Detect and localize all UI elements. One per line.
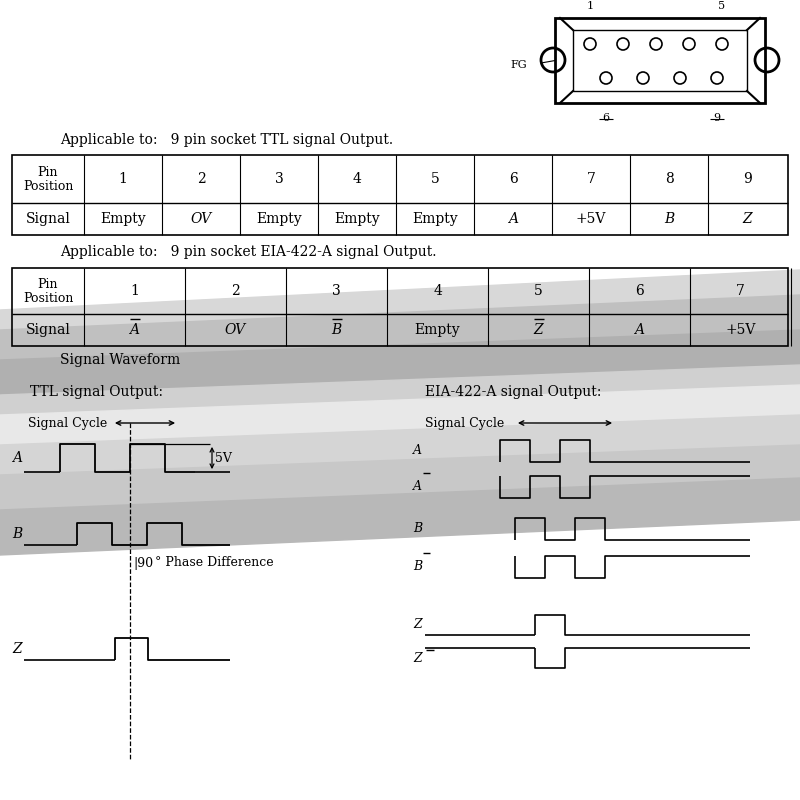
Text: Signal Waveform: Signal Waveform <box>60 353 180 367</box>
Text: A: A <box>634 323 645 337</box>
Text: 7: 7 <box>736 284 745 298</box>
Text: B: B <box>664 212 674 226</box>
Text: OV: OV <box>225 323 246 337</box>
Text: |90: |90 <box>133 557 153 570</box>
Text: Pin: Pin <box>38 278 58 290</box>
Text: TTL signal Output:: TTL signal Output: <box>30 385 163 399</box>
Text: Position: Position <box>23 291 73 305</box>
Text: Empty: Empty <box>100 212 146 226</box>
Text: Z: Z <box>12 642 22 656</box>
Text: B: B <box>331 323 342 337</box>
Text: Applicable to:   9 pin socket TTL signal Output.: Applicable to: 9 pin socket TTL signal O… <box>60 133 393 147</box>
Text: 4: 4 <box>433 284 442 298</box>
Polygon shape <box>0 330 800 395</box>
Text: EIA-422-A signal Output:: EIA-422-A signal Output: <box>425 385 602 399</box>
Text: A: A <box>12 451 22 465</box>
Text: Empty: Empty <box>256 212 302 226</box>
Text: 4: 4 <box>353 172 362 186</box>
Polygon shape <box>0 365 800 415</box>
Text: B: B <box>413 522 422 535</box>
Text: 3: 3 <box>274 172 283 186</box>
Text: 9: 9 <box>742 172 751 186</box>
Bar <box>573 30 747 91</box>
Text: OV: OV <box>190 212 211 226</box>
Text: 6: 6 <box>602 113 610 123</box>
Bar <box>555 18 765 103</box>
Text: 5V: 5V <box>215 451 232 465</box>
Text: Empty: Empty <box>414 323 460 337</box>
Text: 5: 5 <box>534 284 543 298</box>
Text: 9: 9 <box>714 113 721 123</box>
Polygon shape <box>0 445 800 510</box>
Text: +5V: +5V <box>726 323 756 337</box>
Text: 1: 1 <box>118 172 127 186</box>
Text: 8: 8 <box>665 172 674 186</box>
Text: ° Phase Difference: ° Phase Difference <box>155 557 274 570</box>
Text: Z: Z <box>414 651 422 665</box>
Text: Empty: Empty <box>412 212 458 226</box>
Bar <box>12 268 788 346</box>
Text: Signal Cycle: Signal Cycle <box>28 417 107 430</box>
Text: Empty: Empty <box>334 212 380 226</box>
Text: A: A <box>508 212 518 226</box>
Text: FG: FG <box>510 60 527 70</box>
Text: 7: 7 <box>586 172 595 186</box>
Polygon shape <box>0 295 800 360</box>
Text: Z: Z <box>414 618 422 631</box>
Text: Signal: Signal <box>26 212 70 226</box>
Text: Z: Z <box>742 212 752 226</box>
Text: +5V: +5V <box>576 212 606 226</box>
Text: A: A <box>130 323 139 337</box>
Polygon shape <box>0 478 800 555</box>
Polygon shape <box>0 270 800 330</box>
Text: 3: 3 <box>332 284 341 298</box>
Polygon shape <box>0 385 800 445</box>
Text: Pin: Pin <box>38 166 58 178</box>
Text: 1: 1 <box>586 1 594 11</box>
Text: 6: 6 <box>509 172 518 186</box>
Text: B: B <box>12 527 22 541</box>
Text: 1: 1 <box>130 284 139 298</box>
Text: Signal Cycle: Signal Cycle <box>425 417 504 430</box>
Text: Signal: Signal <box>26 323 70 337</box>
Text: 2: 2 <box>231 284 240 298</box>
Text: A: A <box>413 445 422 458</box>
Polygon shape <box>0 415 800 475</box>
Text: B: B <box>413 561 422 574</box>
Text: Applicable to:   9 pin socket EIA-422-A signal Output.: Applicable to: 9 pin socket EIA-422-A si… <box>60 245 437 259</box>
Text: 6: 6 <box>635 284 644 298</box>
Text: Position: Position <box>23 179 73 193</box>
Text: 2: 2 <box>197 172 206 186</box>
Text: 5: 5 <box>718 1 726 11</box>
Bar <box>12 155 788 235</box>
Text: A: A <box>413 481 422 494</box>
Text: 5: 5 <box>430 172 439 186</box>
Text: Z: Z <box>534 323 543 337</box>
